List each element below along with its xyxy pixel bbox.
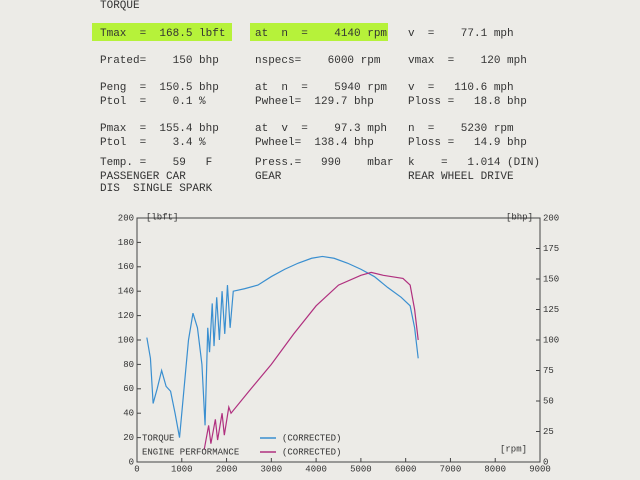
spec-text: Prated= 150 bhp [100, 55, 219, 67]
spec-text: n = 5230 rpm [408, 123, 514, 135]
y2-axis-label: [bhp] [506, 212, 533, 222]
spec-text: PASSENGER CAR [100, 171, 186, 183]
x-tick-label: 0 [134, 464, 139, 474]
x-tick-label: 1000 [171, 464, 193, 474]
y2-tick-label: 25 [543, 427, 554, 437]
spec-text: REAR WHEEL DRIVE [408, 171, 514, 183]
spec-text: Ploss = 18.8 bhp [408, 96, 527, 108]
spec-text: Ptol = 3.4 % [100, 137, 206, 149]
spec-text: vmax = 120 mph [408, 55, 527, 67]
spec-text: Ptol = 0.1 % [100, 96, 206, 108]
line [203, 271, 419, 450]
x-tick-label: 2000 [216, 464, 238, 474]
x-tick-label: 8000 [484, 464, 506, 474]
spec-text: at n = 5940 rpm [255, 82, 387, 94]
y2-tick-label: 150 [543, 274, 559, 284]
y-tick-label: 100 [118, 335, 134, 345]
y2-tick-label: 100 [543, 335, 559, 345]
y-tick-label: 200 [118, 213, 134, 223]
highlight [92, 23, 232, 41]
y-tick-label: 80 [123, 360, 134, 370]
y-tick-label: 20 [123, 433, 134, 443]
title: TORQUE [100, 0, 140, 12]
spec-text: Pmax = 155.4 bhp [100, 123, 219, 135]
spec-text: GEAR [255, 171, 282, 183]
x-tick-label: 9000 [529, 464, 551, 474]
y-tick-label: 0 [129, 457, 134, 467]
line [146, 255, 419, 438]
y-tick-label: 120 [118, 311, 134, 321]
y-tick-label: 60 [123, 384, 134, 394]
spec-text: Peng = 150.5 bhp [100, 82, 219, 94]
spec-text: Ploss = 14.9 bhp [408, 137, 527, 149]
legend-label: ENGINE PERFORMANCE [142, 447, 239, 457]
y2-tick-label: 75 [543, 366, 554, 376]
x-tick-label: 4000 [305, 464, 327, 474]
y2-tick-label: 175 [543, 244, 559, 254]
legend-note: (CORRECTED) [282, 447, 341, 457]
spec-text: Pwheel= 138.4 bhp [255, 137, 374, 149]
y-tick-label: 40 [123, 409, 134, 419]
y-tick-label: 160 [118, 262, 134, 272]
x-tick-label: 3000 [261, 464, 283, 474]
spec-text: nspecs= 6000 rpm [255, 55, 381, 67]
spec-text: k = 1.014 (DIN) [408, 157, 540, 169]
spec-text: Press.= 990 mbar [255, 157, 394, 169]
y-tick-label: 140 [118, 287, 134, 297]
spec-text: at v = 97.3 mph [255, 123, 387, 135]
spec-text: v = 77.1 mph [408, 28, 514, 40]
spec-text: at n = 4140 rpm [255, 28, 387, 40]
y-tick-label: 180 [118, 238, 134, 248]
spec-text: Temp. = 59 F [100, 157, 212, 169]
y2-tick-label: 125 [543, 305, 559, 315]
x-axis-label: [rpm] [500, 444, 527, 454]
spec-text: Pwheel= 129.7 bhp [255, 96, 374, 108]
legend-label: TORQUE [142, 433, 174, 443]
spec-text: DIS SINGLE SPARK [100, 183, 213, 195]
spec-text: v = 110.6 mph [408, 82, 514, 94]
highlight [250, 23, 388, 41]
legend-note: (CORRECTED) [282, 433, 341, 443]
y2-tick-label: 200 [543, 213, 559, 223]
x-tick-label: 5000 [350, 464, 372, 474]
y2-tick-label: 0 [543, 457, 548, 467]
y2-tick-label: 50 [543, 396, 554, 406]
spec-text: Tmax = 168.5 lbft [100, 28, 225, 40]
y-axis-label: [lbft] [146, 212, 178, 222]
x-tick-label: 6000 [395, 464, 417, 474]
x-tick-label: 7000 [440, 464, 462, 474]
